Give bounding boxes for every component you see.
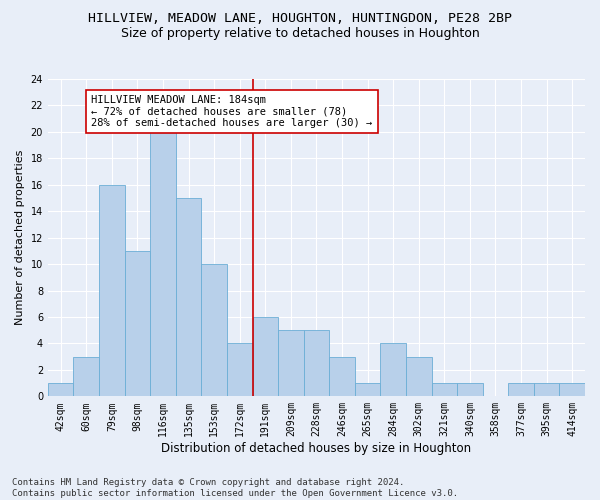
Bar [406,356,431,397]
Bar [355,383,380,396]
Text: Size of property relative to detached houses in Houghton: Size of property relative to detached ho… [121,28,479,40]
Bar [125,251,150,396]
Bar [508,383,534,396]
Bar [559,383,585,396]
Bar [431,383,457,396]
Bar [48,383,73,396]
Text: HILLVIEW MEADOW LANE: 184sqm
← 72% of detached houses are smaller (78)
28% of se: HILLVIEW MEADOW LANE: 184sqm ← 72% of de… [91,95,373,128]
Bar [253,317,278,396]
X-axis label: Distribution of detached houses by size in Houghton: Distribution of detached houses by size … [161,442,472,455]
Bar [329,356,355,397]
Bar [304,330,329,396]
Bar [534,383,559,396]
Bar [150,132,176,396]
Bar [278,330,304,396]
Bar [73,356,99,397]
Bar [202,264,227,396]
Bar [227,344,253,396]
Y-axis label: Number of detached properties: Number of detached properties [15,150,25,326]
Text: HILLVIEW, MEADOW LANE, HOUGHTON, HUNTINGDON, PE28 2BP: HILLVIEW, MEADOW LANE, HOUGHTON, HUNTING… [88,12,512,26]
Bar [176,198,202,396]
Bar [99,185,125,396]
Text: Contains HM Land Registry data © Crown copyright and database right 2024.
Contai: Contains HM Land Registry data © Crown c… [12,478,458,498]
Bar [457,383,482,396]
Bar [380,344,406,396]
